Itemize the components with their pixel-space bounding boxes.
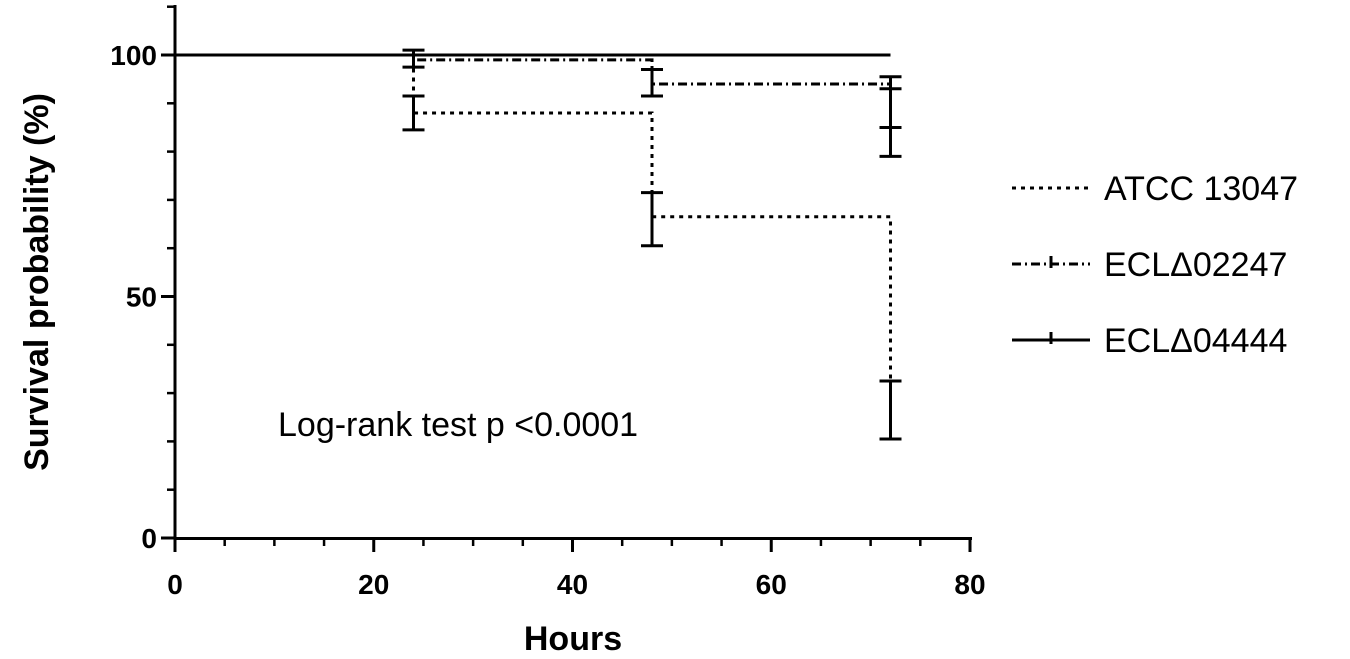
x-tick-label: 40 [557,569,588,600]
legend-label-ecl-02247: ECLΔ02247 [1104,246,1287,284]
survival-curve-0 [175,53,892,411]
y-axis-title: Survival probability (%) [18,93,56,471]
y-tick-label: 50 [126,282,157,313]
y-tick-label: 100 [110,40,157,71]
log-rank-annotation: Log-rank test p <0.0001 [278,406,638,444]
ticks [161,5,972,552]
survival-curve-1 [175,53,892,109]
y-tick-label: 0 [141,523,157,554]
x-tick-label: 0 [167,569,183,600]
x-tick-label: 20 [358,569,389,600]
legend-label-ecl-04444: ECLΔ04444 [1104,322,1287,360]
x-tick-label: 80 [954,569,985,600]
x-axis-title: Hours [524,620,622,658]
tick-labels: 0 20 40 60 80 0 50 100 [110,40,985,600]
legend: ATCC 13047 ECLΔ02247 ECLΔ04444 [1012,170,1298,360]
error-bars [402,48,902,441]
legend-label-atcc-13047: ATCC 13047 [1104,170,1298,208]
survival-curves [175,53,892,411]
x-tick-label: 60 [756,569,787,600]
